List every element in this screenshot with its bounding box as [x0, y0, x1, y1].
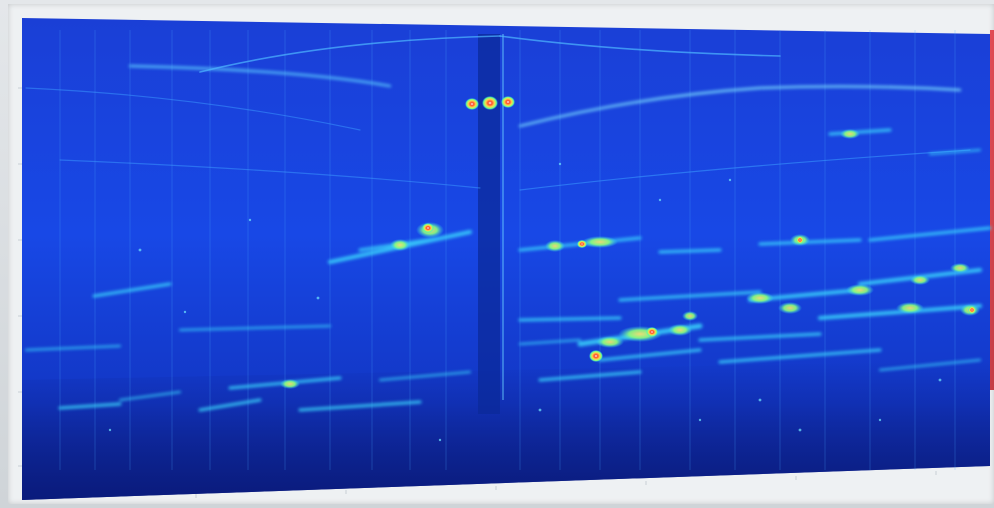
speckles — [108, 162, 942, 442]
axis-ticks — [18, 87, 937, 498]
warm-patches — [280, 129, 980, 389]
hot-spots — [422, 96, 976, 362]
top-arcs — [25, 35, 971, 191]
heatmap-bottom-shade — [22, 360, 990, 500]
central-dark-band — [478, 34, 500, 414]
screen-edge-highlight — [990, 30, 994, 390]
vertical-noise-streaks — [59, 30, 956, 470]
